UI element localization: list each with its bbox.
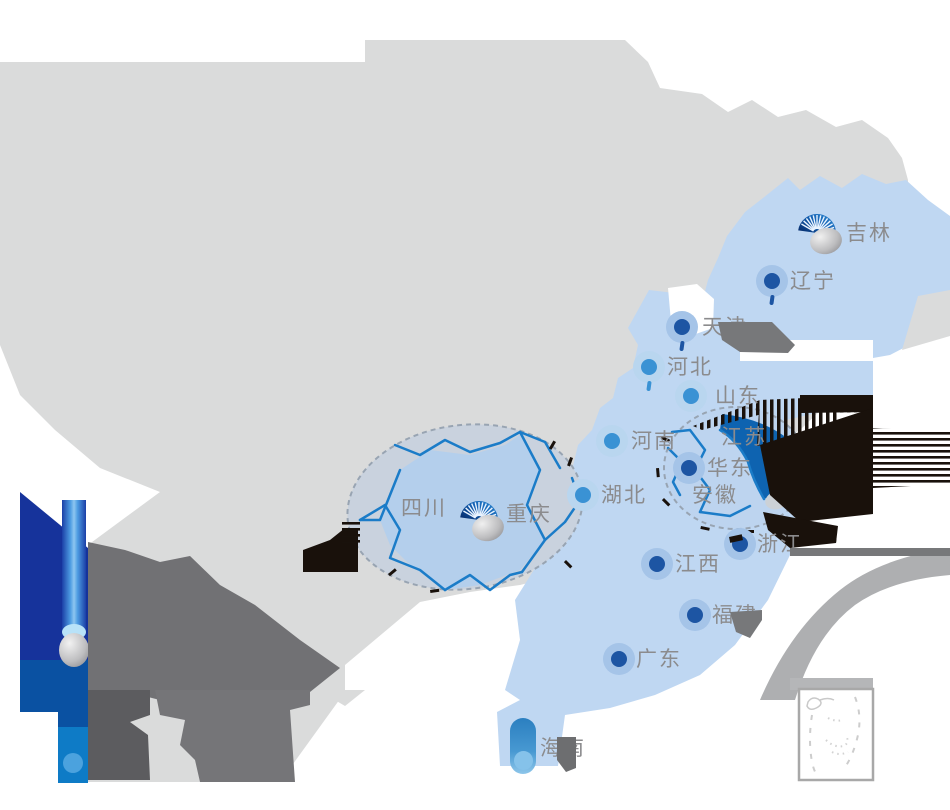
pin-dot <box>514 751 533 770</box>
peninsula-gray-corner <box>902 290 950 350</box>
sichuan-borders <box>358 430 582 592</box>
marker-dot <box>687 607 703 623</box>
marker-dot <box>683 388 699 404</box>
label-hubei: 湖北 <box>601 483 647 507</box>
marker-dot <box>604 433 620 449</box>
label-jilin: 吉林 <box>846 221 892 245</box>
marker-tail <box>769 294 775 306</box>
south-china-sea-inset <box>797 687 875 782</box>
marker-dot <box>611 651 627 667</box>
legend-gray-ball <box>59 633 89 667</box>
label-jiangxi: 江西 <box>675 552 721 576</box>
marker-dot <box>674 319 690 335</box>
gray-blob-glitches <box>88 542 365 782</box>
marker-dot <box>641 359 657 375</box>
label-henan: 河南 <box>631 429 677 453</box>
label-shandong: 山东 <box>715 384 761 408</box>
marker-dot <box>732 536 748 552</box>
label-hainan: 海南 <box>540 736 586 760</box>
label-liaoning: 辽宁 <box>790 269 836 293</box>
label-tianjin: 天津 <box>702 315 748 339</box>
marker-tail <box>679 340 685 352</box>
legend-royal-shape <box>20 660 88 727</box>
inset-top-strip <box>790 678 873 690</box>
sunburst-logo-icon <box>798 214 842 255</box>
marker-dot <box>764 273 780 289</box>
label-zhejiang: 浙江 <box>757 532 803 556</box>
marker-dot <box>649 556 665 572</box>
label-sichuan: 四川 <box>401 496 447 520</box>
legend-bright-dot <box>63 753 83 773</box>
marker-dot <box>575 487 591 503</box>
label-hebei: 河北 <box>667 355 713 379</box>
northeast-blue-region <box>700 174 950 358</box>
coastal-gray-band <box>760 548 950 700</box>
sunburst-logo-icon <box>460 501 504 542</box>
label-guangdong: 广东 <box>636 647 682 671</box>
label-fujian: 福建 <box>712 603 758 627</box>
label-huadong: 华东 <box>707 456 753 480</box>
label-chongqing: 重庆 <box>506 502 552 526</box>
legend-glitch <box>20 492 89 783</box>
marker-dot <box>681 460 697 476</box>
marker-tail <box>646 380 652 392</box>
label-jiangsu: 江苏 <box>721 425 767 449</box>
glitch-shapes-black <box>303 395 950 593</box>
label-anhui: 安徽 <box>692 483 738 507</box>
legend-beam <box>62 500 86 632</box>
